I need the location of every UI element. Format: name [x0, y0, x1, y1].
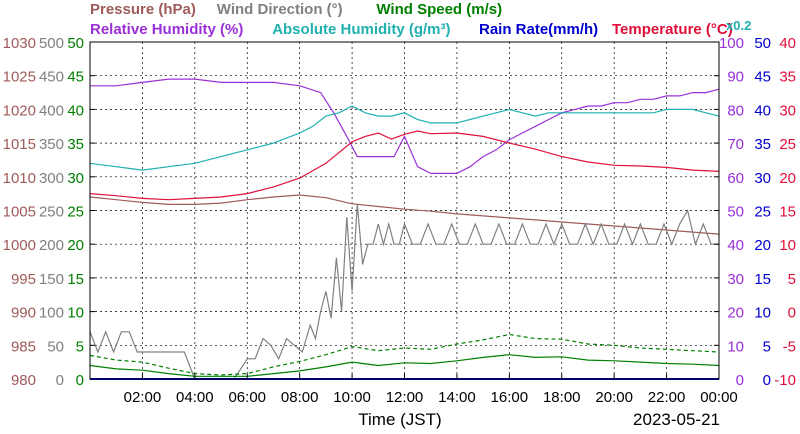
grid	[90, 42, 719, 379]
y-tick-label-wind_dir: 450	[39, 69, 64, 86]
y-tick-label-pressure: 1005	[3, 204, 36, 221]
y-tick-label-wind_dir: 400	[39, 102, 64, 119]
y-tick-label-pressure: 1020	[3, 102, 36, 119]
x-tick-label: 14:00	[438, 389, 476, 406]
x-tick-label: 04:00	[176, 389, 214, 406]
y-tick-label-pressure: 1015	[3, 136, 36, 153]
y-tick-label-rain_rate: 50	[754, 35, 771, 52]
x-tick-label: 18:00	[543, 389, 581, 406]
series-line-pressure	[89, 194, 720, 235]
y-tick-label-pressure: 1025	[3, 69, 36, 86]
y-tick-label-humidity: 70	[727, 136, 744, 153]
y-tick-label-rain_rate: 10	[754, 305, 771, 322]
legend-abs-multiplier: x0.2	[726, 18, 751, 33]
y-tick-label-wind_dir: 350	[39, 136, 64, 153]
legend-wind_dir: Wind Direction (°)	[217, 1, 343, 18]
x-tick-label: 10:00	[333, 389, 371, 406]
y-tick-label-rain_rate: 35	[754, 136, 771, 153]
series-line-wind_speed-gust	[89, 333, 720, 376]
y-tick-label-temperature: 35	[779, 69, 796, 86]
y-tick-label-pressure: 995	[11, 271, 36, 288]
x-tick-label: 00:00	[700, 389, 738, 406]
y-tick-label-temperature: 5	[788, 271, 796, 288]
y-tick-label-wind_speed: 50	[67, 35, 84, 52]
y-tick-label-wind_speed: 20	[67, 237, 84, 254]
y-tick-label-humidity: 30	[727, 271, 744, 288]
y-tick-label-temperature: 15	[779, 204, 796, 221]
y-tick-label-wind_dir: 100	[39, 305, 64, 322]
y-tick-label-wind_speed: 10	[67, 305, 84, 322]
legend-abs_humidity: Absolute Humidity (g/m³)	[272, 21, 450, 38]
y-tick-label-humidity: 100	[719, 35, 744, 52]
y-tick-label-wind_dir: 200	[39, 237, 64, 254]
y-tick-label-humidity: 20	[727, 305, 744, 322]
y-tick-label-temperature: 10	[779, 237, 796, 254]
y-tick-label-wind_speed: 35	[67, 136, 84, 153]
y-tick-label-rain_rate: 15	[754, 271, 771, 288]
y-tick-label-wind_speed: 25	[67, 204, 84, 221]
legend-temperature: Temperature (°C)	[612, 21, 733, 38]
legend: Pressure (hPa) Wind Direction (°) Wind Spe…	[90, 1, 751, 38]
y-tick-label-rain_rate: 25	[754, 204, 771, 221]
x-tick-label: 20:00	[595, 389, 633, 406]
y-tick-label-wind_dir: 250	[39, 204, 64, 221]
y-tick-label-pressure: 1010	[3, 170, 36, 187]
y-tick-label-temperature: -5	[783, 338, 796, 355]
y-tick-label-wind_speed: 30	[67, 170, 84, 187]
x-tick-label: 16:00	[491, 389, 529, 406]
y-tick-label-temperature: 30	[779, 102, 796, 119]
y-tick-label-pressure: 985	[11, 338, 36, 355]
y-tick-label-temperature: 40	[779, 35, 796, 52]
y-tick-label-wind_dir: 500	[39, 35, 64, 52]
y-tick-label-temperature: 0	[788, 305, 796, 322]
series-line-abs_humidity	[89, 105, 720, 171]
y-tick-label-pressure: 980	[11, 372, 36, 389]
y-tick-label-pressure: 990	[11, 305, 36, 322]
x-tick-label: 02:00	[124, 389, 162, 406]
y-tick-label-humidity: 40	[727, 237, 744, 254]
y-tick-label-pressure: 1030	[3, 35, 36, 52]
y-tick-label-wind_speed: 5	[76, 338, 84, 355]
y-tick-label-rain_rate: 45	[754, 69, 771, 86]
y-tick-label-humidity: 60	[727, 170, 744, 187]
x-axis-label: Time (JST)	[358, 410, 441, 429]
y-tick-label-humidity: 80	[727, 102, 744, 119]
y-tick-label-temperature: -10	[774, 372, 796, 389]
y-tick-label-pressure: 1000	[3, 237, 36, 254]
y-tick-label-rain_rate: 0	[763, 372, 771, 389]
y-tick-label-humidity: 0	[736, 372, 744, 389]
y-tick-label-rain_rate: 40	[754, 102, 771, 119]
y-tick-label-wind_speed: 40	[67, 102, 84, 119]
x-tick-label: 22:00	[648, 389, 686, 406]
legend-pressure: Pressure (hPa)	[90, 1, 196, 18]
legend-wind_speed: Wind Speed (m/s)	[376, 1, 502, 18]
axes: 1030102510201015101010051000995990985980…	[3, 35, 796, 406]
y-tick-label-temperature: 25	[779, 136, 796, 153]
y-tick-label-wind_dir: 150	[39, 271, 64, 288]
y-tick-label-wind_dir: 50	[47, 338, 64, 355]
y-tick-label-rain_rate: 5	[763, 338, 771, 355]
x-tick-label: 12:00	[386, 389, 424, 406]
x-tick-label: 06:00	[228, 389, 266, 406]
x-tick-label: 08:00	[281, 389, 319, 406]
legend-humidity: Relative Humidity (%)	[90, 21, 243, 38]
y-tick-label-wind_speed: 45	[67, 69, 84, 86]
y-tick-label-rain_rate: 20	[754, 237, 771, 254]
y-tick-label-humidity: 90	[727, 69, 744, 86]
date-label: 2023-05-21	[633, 410, 720, 429]
y-tick-label-humidity: 50	[727, 204, 744, 221]
y-tick-label-wind_dir: 300	[39, 170, 64, 187]
y-tick-label-wind_speed: 15	[67, 271, 84, 288]
series-line-temperature	[89, 130, 720, 201]
y-tick-label-wind_speed: 0	[76, 372, 84, 389]
y-tick-label-wind_dir: 0	[56, 372, 64, 389]
y-tick-label-humidity: 10	[727, 338, 744, 355]
y-tick-label-rain_rate: 30	[754, 170, 771, 187]
legend-rain_rate: Rain Rate(mm/h)	[479, 21, 598, 38]
y-tick-label-temperature: 20	[779, 170, 796, 187]
series-line-humidity	[90, 78, 720, 174]
